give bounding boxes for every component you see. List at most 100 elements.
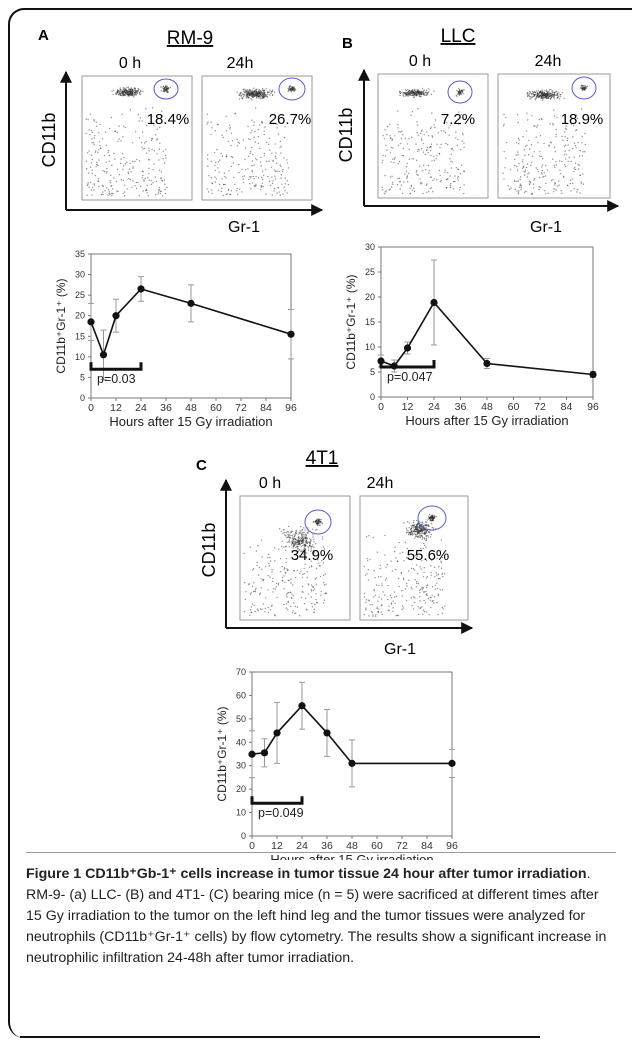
x-tick-label: 24: [428, 401, 440, 413]
facs-event-dot: [377, 600, 379, 602]
facs-event-dot: [531, 96, 533, 98]
facs-event-dot: [421, 538, 423, 540]
facs-event-dot: [420, 530, 422, 533]
facs-event-dot: [101, 138, 104, 140]
facs-event-dot: [291, 542, 293, 544]
facs-event-dot: [295, 532, 298, 534]
facs-event-dot: [545, 90, 548, 93]
facs-event-dot: [541, 92, 544, 94]
y-tick-label: 30: [365, 242, 375, 252]
facs-event-dot: [429, 149, 432, 152]
facs-event-dot: [449, 184, 451, 187]
facs-event-dot: [402, 155, 405, 157]
facs-event-dot: [93, 120, 96, 122]
facs-event-dot: [392, 607, 394, 609]
facs-event-dot: [424, 94, 427, 96]
facs-event-dot: [145, 141, 147, 143]
facs-event-dot: [285, 531, 288, 534]
facs-event-dot: [300, 597, 303, 599]
facs-event-dot: [236, 138, 238, 141]
facs-event-dot: [433, 155, 435, 158]
facs-event-dot: [434, 584, 436, 587]
facs-event-dot: [242, 178, 244, 180]
facs-event-dot: [434, 515, 436, 517]
facs-event-dot: [108, 160, 111, 162]
facs-event-dot: [120, 93, 122, 95]
facs-event-dot: [267, 606, 269, 609]
facs-event-dot: [237, 193, 239, 196]
facs-event-dot: [288, 85, 291, 88]
facs-event-dot: [279, 571, 282, 573]
x-tick-label: 96: [446, 840, 458, 852]
facs-event-dot: [245, 169, 247, 171]
facs-event-dot: [124, 126, 126, 129]
facs-event-dot: [274, 178, 277, 180]
facs-event-dot: [313, 546, 315, 548]
facs-event-dot: [554, 92, 556, 94]
facs-event-dot: [554, 166, 556, 168]
facs-event-dot: [419, 91, 421, 93]
facs-event-dot: [286, 541, 288, 543]
facs-event-dot: [373, 596, 375, 598]
facs-event-dot: [164, 154, 167, 157]
facs-event-dot: [242, 181, 245, 184]
facs-event-dot: [408, 138, 410, 140]
facs-event-dot: [249, 614, 251, 616]
facs-event-dot: [102, 170, 104, 172]
panel-c-facs-0h-plot: [239, 495, 351, 621]
facs-event-dot: [301, 542, 303, 544]
facs-event-dot: [428, 190, 430, 193]
facs-event-dot: [560, 190, 562, 192]
y-tick-label: 10: [365, 342, 375, 352]
facs-event-dot: [531, 115, 533, 117]
facs-event-dot: [211, 192, 213, 195]
facs-event-dot: [122, 136, 124, 138]
facs-event-dot: [374, 594, 376, 597]
facs-event-dot: [291, 597, 293, 600]
facs-event-dot: [389, 152, 392, 154]
facs-event-dot: [316, 528, 318, 531]
facs-event-dot: [522, 165, 525, 168]
facs-event-dot: [164, 192, 167, 195]
facs-event-dot: [143, 179, 145, 181]
facs-event-dot: [283, 529, 285, 531]
facs-event-dot: [298, 555, 301, 557]
panel-a-gate-24h: [278, 77, 306, 101]
facs-event-dot: [287, 579, 289, 581]
facs-event-dot: [537, 94, 539, 97]
facs-event-dot: [86, 194, 88, 196]
facs-event-dot: [423, 89, 425, 91]
facs-event-dot: [294, 605, 296, 608]
facs-event-dot: [216, 149, 218, 151]
facs-event-dot: [281, 545, 283, 548]
facs-event-dot: [319, 565, 321, 567]
panel-c-time-0: 0 h: [259, 475, 281, 492]
facs-event-dot: [308, 584, 310, 586]
facs-event-dot: [265, 160, 268, 163]
facs-event-dot: [259, 592, 262, 594]
facs-event-dot: [324, 573, 326, 575]
x-tick-label: 72: [534, 401, 546, 413]
x-tick-label: 24: [296, 840, 308, 852]
facs-event-dot: [109, 193, 111, 196]
facs-event-dot: [280, 177, 282, 179]
facs-event-dot: [378, 584, 380, 587]
facs-event-dot: [285, 545, 287, 547]
facs-event-dot: [444, 605, 446, 607]
facs-event-dot: [302, 538, 304, 541]
facs-event-dot: [410, 586, 412, 589]
facs-event-dot: [458, 87, 460, 90]
facs-event-dot: [411, 526, 413, 528]
facs-event-dot: [294, 542, 296, 544]
facs-event-dot: [90, 166, 92, 168]
facs-event-dot: [463, 192, 465, 195]
facs-event-dot: [381, 585, 383, 587]
facs-event-dot: [242, 139, 245, 141]
facs-event-dot: [516, 142, 518, 144]
facs-event-dot: [572, 148, 574, 150]
facs-event-dot: [436, 143, 438, 145]
facs-event-dot: [576, 117, 579, 120]
facs-event-dot: [157, 191, 160, 193]
facs-event-dot: [423, 94, 425, 96]
facs-event-dot: [290, 531, 292, 534]
